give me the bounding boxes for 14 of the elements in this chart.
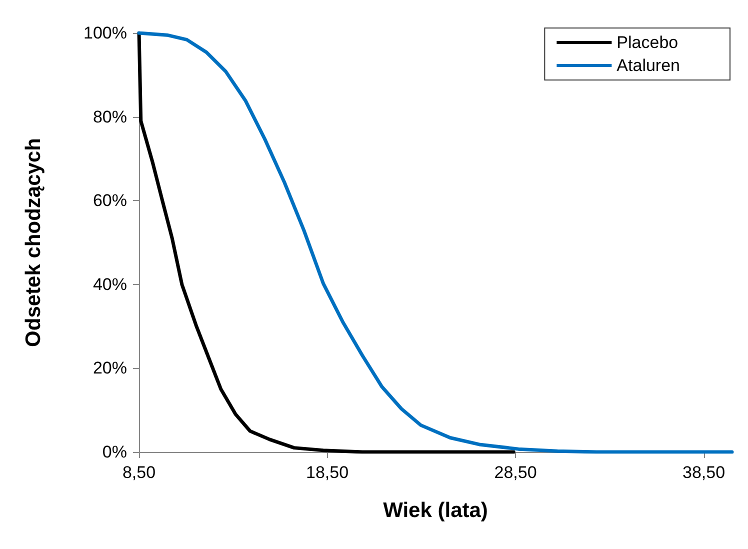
legend-label: Placebo <box>616 33 678 52</box>
x-axis-title: Wiek (lata) <box>383 499 488 522</box>
y-axis-title: Odsetek chodzących <box>22 138 45 347</box>
legend-label: Ataluren <box>616 56 680 75</box>
y-tick-label: 0% <box>102 442 127 462</box>
y-tick-label: 60% <box>92 191 127 210</box>
x-tick-label: 28,50 <box>494 463 537 482</box>
y-tick-label: 20% <box>92 358 127 378</box>
x-tick-label: 38,50 <box>682 463 726 482</box>
y-tick-label: 80% <box>92 107 127 126</box>
y-tick-label: 40% <box>92 274 127 294</box>
x-tick-label: 8,50 <box>122 463 156 482</box>
x-tick-label: 18,50 <box>306 463 349 482</box>
y-tick-label: 100% <box>84 24 127 42</box>
